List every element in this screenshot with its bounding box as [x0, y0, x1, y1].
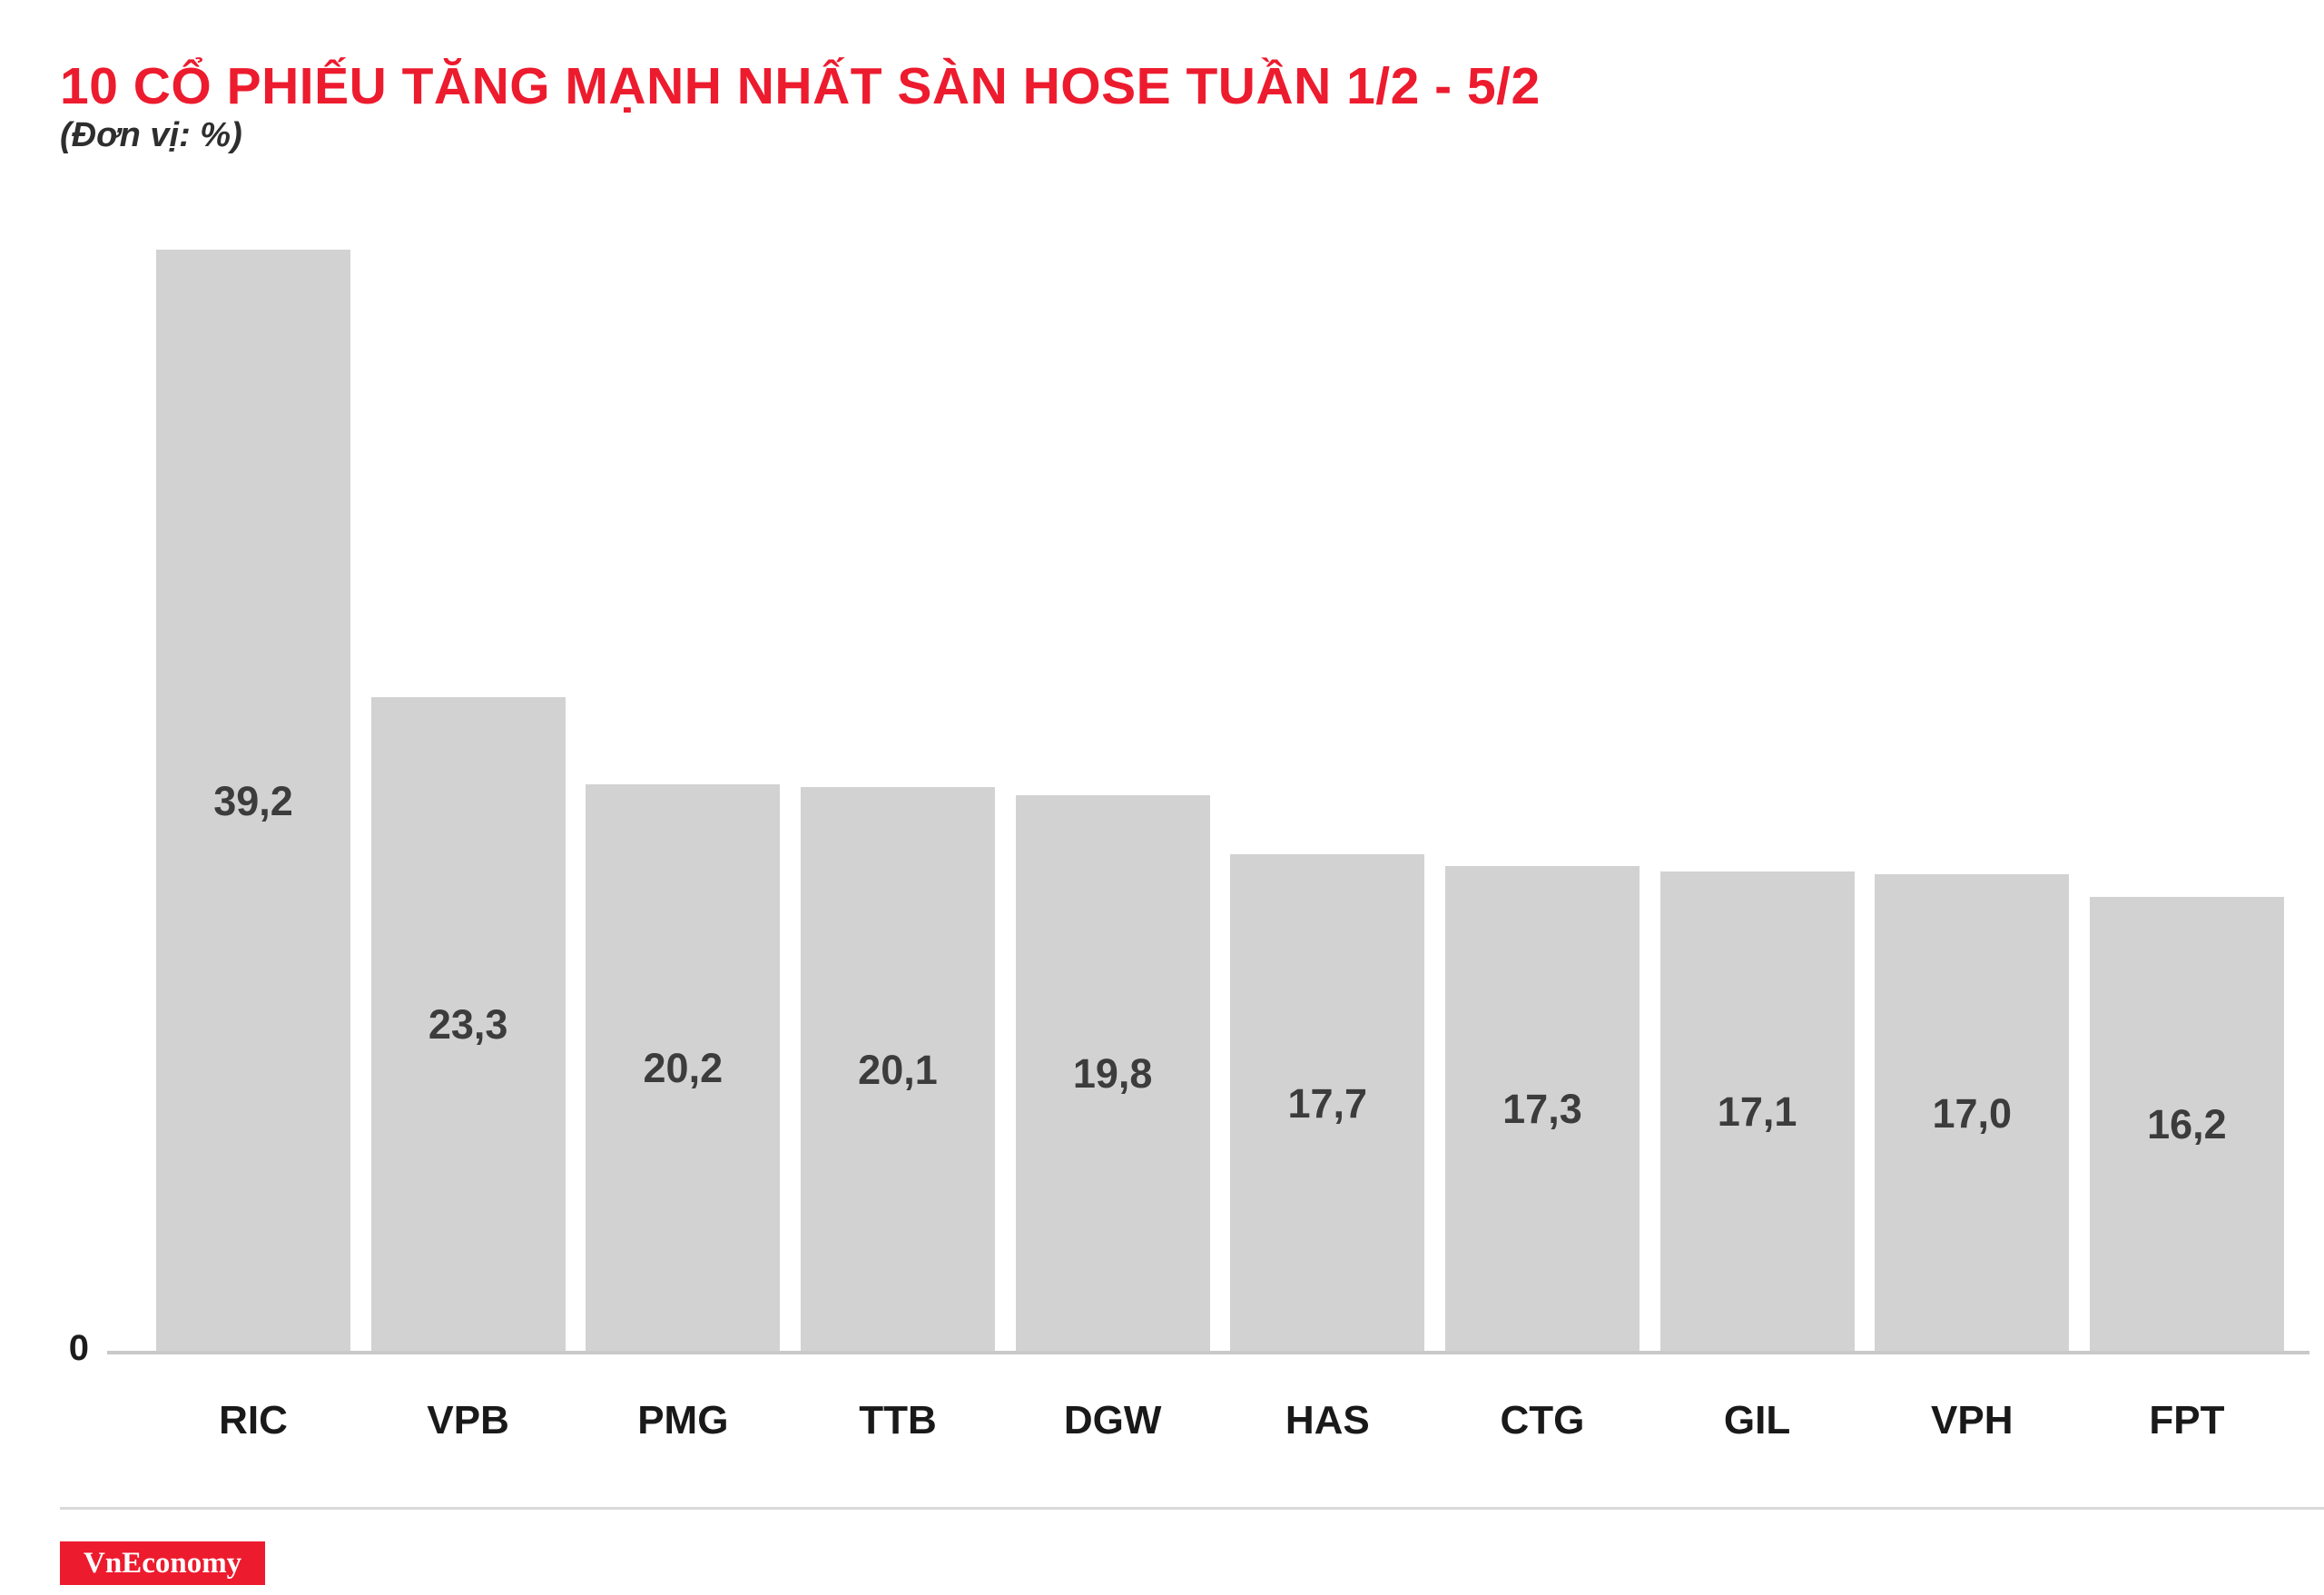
bar-value-label-FPT: 16,2 — [2147, 1100, 2227, 1147]
bar-TTB: 20,1 — [800, 787, 995, 1353]
bar-VPH: 17,0 — [1875, 874, 2070, 1353]
plot-area: 0 39,2 23,3 20,2 20,1 19,8 17,7 17,3 17,1 17,0 16… — [0, 250, 2324, 1368]
bars-container: 39,2 23,3 20,2 20,1 19,8 17,7 17,3 17,1 17,0 16,2 — [156, 250, 2284, 1353]
x-axis-label-TTB: TTB — [859, 1398, 937, 1442]
x-axis-label-CTG: CTG — [1500, 1398, 1585, 1442]
bar-FPT: 16,2 — [2089, 896, 2284, 1353]
footer-divider — [60, 1507, 2324, 1510]
bar-value-label-VPH: 17,0 — [1932, 1089, 2013, 1137]
x-axis-label-DGW: DGW — [1063, 1398, 1162, 1442]
bar-HAS: 17,7 — [1230, 854, 1425, 1353]
x-axis-label-HAS: HAS — [1285, 1398, 1370, 1442]
x-axis-line — [107, 1351, 2309, 1354]
vneconomy-logo: VnEconomy — [60, 1541, 266, 1585]
bar-value-label-TTB: 20,1 — [858, 1046, 938, 1093]
x-axis-label-FPT: FPT — [2149, 1398, 2225, 1442]
chart-title: 10 CỔ PHIẾU TĂNG MẠNH NHẤT SÀN HOSE TUẦN… — [60, 57, 1541, 116]
bar-value-label-RIC: 39,2 — [213, 777, 293, 824]
bar-value-label-DGW: 19,8 — [1072, 1050, 1153, 1098]
bar-PMG: 20,2 — [586, 783, 781, 1353]
bar-value-label-GIL: 17,1 — [1717, 1088, 1797, 1135]
bar-value-label-VPB: 23,3 — [428, 1000, 508, 1048]
x-axis-label-RIC: RIC — [219, 1398, 288, 1442]
chart-unit-label: (Đơn vị: %) — [60, 116, 242, 154]
x-axis-labels: RIC VPB PMG TTB DGW HAS CTG GIL VPH FPT — [156, 1398, 2284, 1443]
bar-value-label-PMG: 20,2 — [643, 1044, 724, 1091]
bar-RIC: 39,2 — [156, 250, 350, 1353]
x-axis-label-VPB: VPB — [427, 1398, 509, 1442]
y-axis-zero-label: 0 — [68, 1328, 89, 1368]
x-axis-label-GIL: GIL — [1723, 1398, 1791, 1442]
x-axis-label-VPH: VPH — [1931, 1398, 2014, 1442]
bar-GIL: 17,1 — [1659, 871, 1855, 1353]
bar-CTG: 17,3 — [1444, 865, 1640, 1353]
bar-DGW: 19,8 — [1015, 795, 1210, 1353]
bar-VPB: 23,3 — [370, 696, 566, 1353]
bar-value-label-HAS: 17,7 — [1287, 1079, 1368, 1127]
bar-value-label-CTG: 17,3 — [1502, 1085, 1582, 1132]
x-axis-label-PMG: PMG — [637, 1398, 729, 1442]
